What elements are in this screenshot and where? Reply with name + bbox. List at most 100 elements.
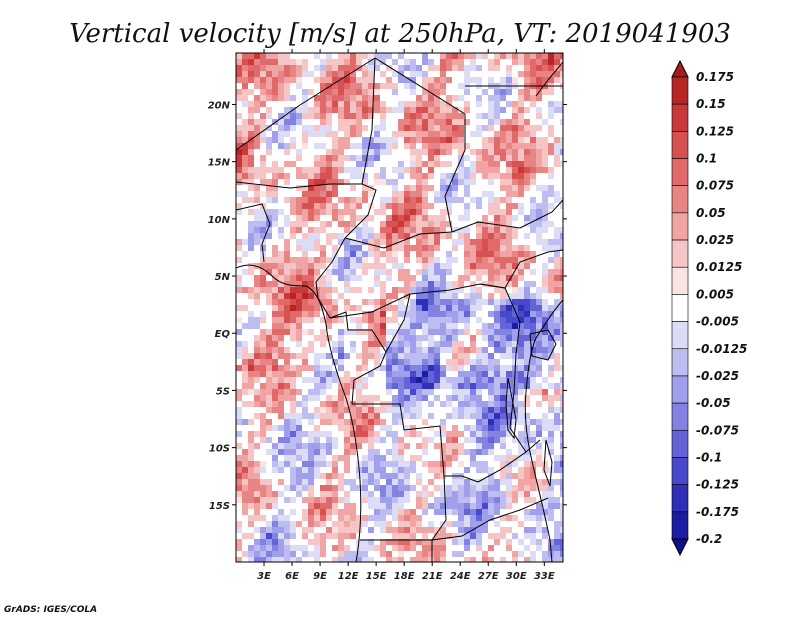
field-cell [272, 353, 278, 359]
field-cell [416, 257, 422, 263]
field-cell [494, 155, 500, 161]
field-cell [422, 275, 428, 281]
field-cell [500, 305, 506, 311]
field-cell [260, 101, 266, 107]
field-cell [524, 317, 530, 323]
field-cell [248, 125, 254, 131]
field-cell [278, 293, 284, 299]
field-cell [296, 167, 302, 173]
field-cell [500, 347, 506, 353]
field-cell [488, 245, 494, 251]
field-cell [272, 77, 278, 83]
field-cell [494, 167, 500, 173]
field-cell [404, 509, 410, 515]
field-cell [326, 479, 332, 485]
field-cell [392, 59, 398, 65]
field-cell [494, 353, 500, 359]
field-cell [560, 227, 563, 233]
field-cell [308, 107, 314, 113]
field-cell [314, 155, 320, 161]
field-cell [392, 407, 398, 413]
field-cell [428, 167, 434, 173]
field-cell [476, 407, 482, 413]
field-cell [440, 215, 446, 221]
field-cell [392, 251, 398, 257]
field-cell [482, 359, 488, 365]
field-cell [386, 407, 392, 413]
field-cell [284, 143, 290, 149]
field-cell [422, 95, 428, 101]
field-cell [422, 113, 428, 119]
field-cell [428, 377, 434, 383]
field-cell [494, 431, 500, 437]
field-cell [410, 461, 416, 467]
field-cell [278, 299, 284, 305]
field-cell [362, 419, 368, 425]
field-cell [512, 179, 518, 185]
field-cell [422, 491, 428, 497]
field-cell [446, 395, 452, 401]
field-cell [512, 497, 518, 503]
field-cell [470, 209, 476, 215]
field-cell [446, 173, 452, 179]
field-cell [488, 545, 494, 551]
field-cell [560, 479, 563, 485]
field-cell [332, 491, 338, 497]
field-cell [434, 341, 440, 347]
field-cell [350, 65, 356, 71]
field-cell [320, 155, 326, 161]
field-cell [500, 227, 506, 233]
field-cell [434, 311, 440, 317]
field-cell [440, 209, 446, 215]
field-cell [320, 497, 326, 503]
field-cell [248, 401, 254, 407]
field-cell [404, 203, 410, 209]
field-cell [386, 233, 392, 239]
field-cell [326, 269, 332, 275]
field-cell [344, 509, 350, 515]
field-cell [362, 251, 368, 257]
field-cell [554, 389, 560, 395]
field-cell [434, 539, 440, 545]
field-cell [446, 281, 452, 287]
field-cell [302, 287, 308, 293]
field-cell [446, 329, 452, 335]
field-cell [542, 479, 548, 485]
field-cell [488, 155, 494, 161]
field-cell [404, 107, 410, 113]
field-cell [446, 125, 452, 131]
field-cell [416, 179, 422, 185]
field-cell [554, 137, 560, 143]
field-cell [260, 89, 266, 95]
field-cell [404, 191, 410, 197]
field-cell [236, 461, 242, 467]
field-cell [350, 257, 356, 263]
field-cell [530, 77, 536, 83]
field-cell [392, 347, 398, 353]
field-cell [464, 491, 470, 497]
field-cell [368, 107, 374, 113]
field-cell [236, 455, 242, 461]
field-cell [308, 515, 314, 521]
field-cell [536, 455, 542, 461]
field-cell [350, 215, 356, 221]
field-cell [290, 143, 296, 149]
field-cell [422, 317, 428, 323]
field-cell [344, 437, 350, 443]
field-cell [236, 443, 242, 449]
field-cell [254, 107, 260, 113]
field-cell [392, 359, 398, 365]
field-cell [404, 275, 410, 281]
field-cell [488, 407, 494, 413]
field-cell [548, 275, 554, 281]
field-cell [254, 515, 260, 521]
field-cell [254, 371, 260, 377]
field-cell [344, 65, 350, 71]
field-cell [446, 263, 452, 269]
field-cell [422, 137, 428, 143]
field-cell [428, 437, 434, 443]
field-cell [302, 359, 308, 365]
field-cell [548, 149, 554, 155]
field-cell [326, 311, 332, 317]
field-cell [560, 119, 563, 125]
